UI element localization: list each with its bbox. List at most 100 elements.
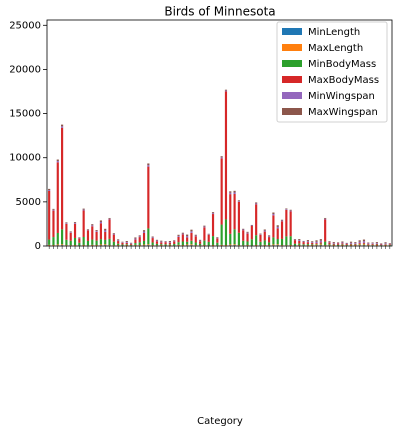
bar-segment	[264, 240, 266, 244]
bar-segment	[277, 227, 279, 229]
bar-segment	[216, 237, 218, 238]
bar-segment	[117, 240, 119, 241]
bar-segment	[70, 231, 72, 232]
bar-segment	[83, 209, 85, 210]
bar-segment	[246, 232, 248, 233]
bar-segment	[354, 244, 356, 245]
bar-segment	[259, 234, 261, 235]
bar-segment	[229, 244, 231, 245]
bar-segment	[61, 125, 63, 127]
bar-segment	[121, 242, 123, 243]
bar-segment	[121, 243, 123, 245]
bar-segment	[238, 200, 240, 201]
bar-segment	[221, 225, 223, 245]
bar-segment	[372, 244, 374, 245]
bar-segment	[117, 245, 119, 246]
legend-label: MinBodyMass	[308, 59, 376, 70]
bar-segment	[91, 225, 93, 226]
bar-segment	[61, 244, 63, 245]
bar-segment	[346, 244, 348, 245]
bar-segment	[70, 233, 72, 241]
bar-segment	[182, 233, 184, 234]
bar-segment	[389, 243, 391, 244]
bar-segment	[251, 226, 253, 239]
bar-segment	[87, 230, 89, 231]
bar-segment	[147, 167, 149, 229]
bar-segment	[363, 244, 365, 245]
bar-segment	[83, 210, 85, 211]
bar-segment	[100, 244, 102, 245]
bar-segment	[320, 239, 322, 241]
bar-segment	[384, 242, 386, 243]
bar-segment	[186, 237, 188, 241]
bar-segment	[307, 241, 309, 242]
bar-segment	[203, 226, 205, 227]
bar-segment	[225, 219, 227, 245]
bar-segment	[91, 226, 93, 239]
bar-segment	[96, 231, 98, 232]
bar-segment	[307, 242, 309, 244]
bar-segment	[315, 240, 317, 242]
bar-segment	[298, 241, 300, 244]
bar-segment	[328, 242, 330, 243]
bar-segment	[57, 244, 59, 245]
bar-segment	[255, 245, 257, 246]
bar-segment	[126, 245, 128, 246]
bar-segment	[134, 240, 136, 244]
bar-segment	[272, 237, 274, 244]
bar-segment	[74, 224, 76, 238]
bar-segment	[367, 244, 369, 245]
bar-segment	[104, 229, 106, 231]
bar-segment	[229, 234, 231, 245]
bar-segment	[117, 241, 119, 244]
bar-segment	[242, 229, 244, 230]
bar-segment	[57, 160, 59, 162]
bar-segment	[113, 242, 115, 246]
bar-segment	[182, 234, 184, 235]
bar-segment	[380, 243, 382, 244]
bar-segment	[121, 245, 123, 246]
y-tick-label: 25000	[9, 20, 41, 31]
bar-segment	[277, 228, 279, 239]
bar-segment	[173, 244, 175, 245]
bar-segment	[303, 242, 305, 244]
bar-segment	[255, 202, 257, 203]
legend-swatch	[282, 28, 302, 35]
bar-segment	[238, 233, 240, 245]
bar-segment	[190, 233, 192, 241]
bar-segment	[87, 230, 89, 241]
bar-segment	[195, 236, 197, 242]
legend-label: MaxLength	[308, 43, 363, 54]
bar-segment	[108, 218, 110, 219]
bar-segment	[203, 245, 205, 246]
bar-segment	[303, 244, 305, 245]
bar-segment	[268, 237, 270, 242]
bar-segment	[298, 240, 300, 241]
bar-segment	[190, 230, 192, 232]
bar-segment	[208, 234, 210, 235]
bar-segment	[169, 241, 171, 242]
bar-segment	[108, 220, 110, 239]
bar-segment	[177, 236, 179, 237]
bar-segment	[234, 229, 236, 244]
bar-segment	[359, 240, 361, 242]
bar-segment	[221, 245, 223, 246]
bar-segment	[186, 244, 188, 245]
bar-segment	[143, 241, 145, 245]
legend-swatch	[282, 60, 302, 67]
bar-segment	[277, 225, 279, 227]
bar-segment	[177, 235, 179, 236]
bar-segment	[238, 201, 240, 202]
bar-segment	[160, 245, 162, 246]
legend-swatch	[282, 44, 302, 51]
bar-segment	[74, 245, 76, 246]
bar-segment	[156, 241, 158, 244]
bar-segment	[350, 245, 352, 246]
bar-segment	[363, 240, 365, 242]
y-tick-label: 20000	[9, 64, 41, 75]
bar-segment	[199, 244, 201, 245]
bar-segment	[65, 223, 67, 224]
bar-segment	[100, 239, 102, 244]
bar-segment	[311, 244, 313, 245]
